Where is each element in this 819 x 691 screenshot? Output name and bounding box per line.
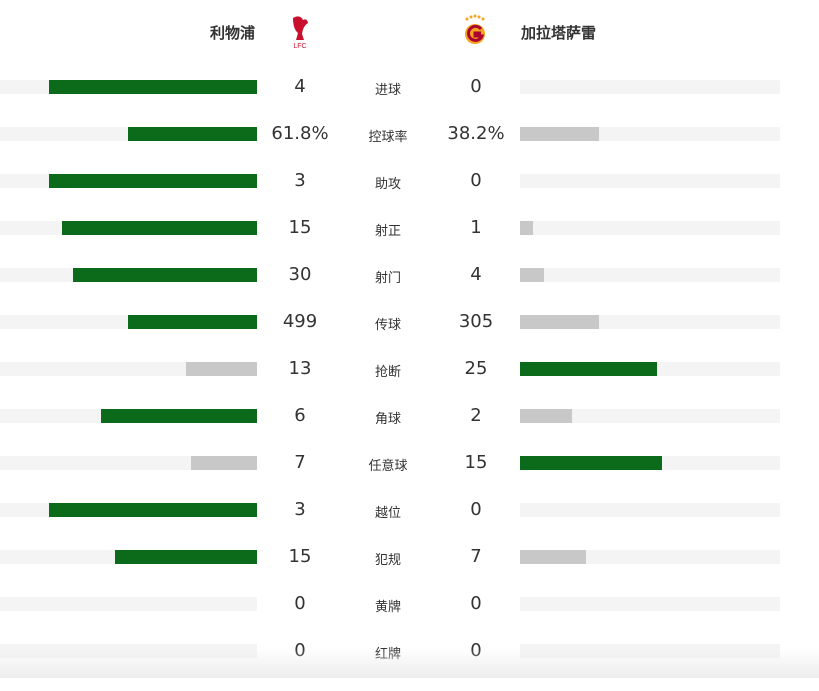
- away-track: [520, 597, 780, 611]
- away-bar: [520, 268, 545, 282]
- home-value: 499: [282, 311, 318, 332]
- home-bar: [115, 550, 257, 564]
- away-bar: [520, 456, 662, 470]
- away-bar: [520, 409, 572, 423]
- away-value: 1: [470, 217, 482, 238]
- away-value: 4: [470, 264, 482, 285]
- svg-text:LFC: LFC: [293, 43, 306, 50]
- stat-row: 6 角球 2: [0, 405, 819, 456]
- away-value: 7: [470, 546, 482, 567]
- away-value: 15: [464, 452, 488, 473]
- stat-label: 角球: [374, 412, 401, 427]
- stat-label: 抢断: [374, 365, 401, 380]
- away-bar: [520, 550, 587, 564]
- stat-row: 3 助攻 0: [0, 170, 819, 221]
- stat-row: 4 进球 0: [0, 76, 819, 127]
- away-track: [520, 174, 780, 188]
- home-bar: [127, 315, 257, 329]
- home-bar: [190, 456, 257, 470]
- away-value: 0: [470, 170, 482, 191]
- home-value: 4: [294, 76, 306, 97]
- away-track: [520, 409, 780, 423]
- away-track: [520, 503, 780, 517]
- stat-row: 15 射正 1: [0, 217, 819, 268]
- stat-row: 3 越位 0: [0, 499, 819, 550]
- away-logo: [465, 14, 485, 44]
- away-bar: [520, 127, 600, 141]
- home-value: 3: [294, 499, 306, 520]
- home-value: 3: [294, 170, 306, 191]
- stat-label: 传球: [374, 318, 401, 333]
- home-bar: [128, 127, 257, 141]
- away-bar: [520, 362, 657, 376]
- home-value: 15: [288, 546, 312, 567]
- away-bar: [520, 315, 599, 329]
- stat-label: 黄牌: [374, 600, 401, 615]
- home-value: 13: [288, 358, 312, 379]
- stat-row: 30 射门 4: [0, 264, 819, 315]
- stat-row: 15 犯规 7: [0, 546, 819, 597]
- away-track: [520, 80, 780, 94]
- home-value: 15: [288, 217, 312, 238]
- stat-label: 犯规: [374, 553, 401, 568]
- home-value: 61.8%: [271, 123, 329, 144]
- stat-row: 7 任意球 15: [0, 452, 819, 503]
- home-value: 30: [288, 264, 312, 285]
- stat-row: 499 传球 305: [0, 311, 819, 362]
- home-bar: [101, 409, 257, 423]
- stat-label: 进球: [374, 83, 401, 98]
- home-bar: [62, 221, 257, 235]
- away-value: 2: [470, 405, 482, 426]
- home-value: 7: [294, 452, 306, 473]
- away-value: 0: [470, 76, 482, 97]
- bottom-fade: [0, 648, 819, 678]
- home-team: 利物浦: [209, 24, 255, 42]
- stat-label: 控球率: [368, 130, 408, 145]
- home-value: 6: [294, 405, 306, 426]
- home-value: 0: [294, 593, 306, 614]
- home-logo: LFC: [293, 16, 308, 50]
- stat-label: 射正: [374, 224, 401, 239]
- away-track: [520, 268, 780, 282]
- stat-label: 任意球: [368, 459, 408, 474]
- home-bar: [49, 174, 257, 188]
- stat-row: 0 黄牌 0: [0, 593, 819, 644]
- stat-row: 13 抢断 25: [0, 358, 819, 409]
- stat-label: 越位: [374, 506, 401, 521]
- away-value: 38.2%: [447, 123, 505, 144]
- stat-label: 助攻: [374, 177, 401, 192]
- away-bar: [520, 221, 533, 235]
- away-track: [520, 221, 780, 235]
- home-bar: [73, 268, 257, 282]
- away-value: 0: [470, 593, 482, 614]
- home-bar: [49, 80, 257, 94]
- home-track: [0, 597, 257, 611]
- away-value: 25: [464, 358, 488, 379]
- home-bar: [185, 362, 257, 376]
- away-team: 加拉塔萨雷: [521, 24, 597, 42]
- away-value: 305: [458, 311, 494, 332]
- stat-label: 射门: [374, 271, 401, 286]
- home-bar: [49, 503, 257, 517]
- stat-row: 61.8% 控球率 38.2%: [0, 123, 819, 174]
- away-value: 0: [470, 499, 482, 520]
